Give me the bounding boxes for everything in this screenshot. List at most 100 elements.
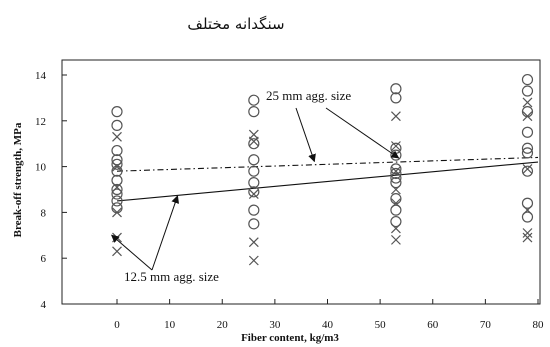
data-point-circle <box>248 94 260 106</box>
data-point-cross <box>390 141 401 151</box>
annotation-group: 25 mm agg. size 12.5 mm agg. size <box>110 88 400 284</box>
y-tick-label: 12 <box>35 116 46 128</box>
x-tick-label: 60 <box>427 319 439 331</box>
y-tick-label: 4 <box>41 299 47 311</box>
cross-stroke <box>522 232 533 243</box>
data-point-cross <box>112 131 122 142</box>
data-point-cross <box>522 228 533 238</box>
data-point-circle <box>248 177 260 189</box>
cross-stroke <box>390 111 401 122</box>
data-point-circle <box>248 186 260 198</box>
data-point-cross <box>112 161 122 172</box>
data-point-cross <box>522 163 533 174</box>
cross-stroke <box>390 141 401 151</box>
cross-stroke <box>390 234 401 245</box>
data-point-circle <box>521 142 534 154</box>
annotation-12-5mm-arrow <box>110 234 153 271</box>
cross-stroke <box>248 136 259 147</box>
data-point-circle <box>521 197 534 209</box>
cross-stroke <box>390 166 401 177</box>
cross-stroke <box>522 97 533 108</box>
data-point-cross <box>522 205 533 216</box>
data-point-cross <box>390 234 401 245</box>
data-point-circle <box>390 193 402 205</box>
x-tick-label: 0 <box>114 319 120 331</box>
data-point-circle <box>521 73 534 86</box>
trendline-group <box>116 156 539 202</box>
trendline-25mm <box>116 156 539 172</box>
x-tick-label: 80 <box>533 319 545 331</box>
data-point-circle <box>111 158 123 170</box>
y-tick-label: 6 <box>41 253 47 265</box>
data-point-cross <box>522 111 533 122</box>
x-tick-label: 10 <box>164 319 176 331</box>
cross-stroke <box>390 223 401 234</box>
cross-stroke <box>522 163 533 174</box>
data-point-circle <box>111 202 123 214</box>
data-point-cross <box>248 129 259 140</box>
data-point-cross <box>112 182 122 193</box>
data-point-circle <box>248 138 260 150</box>
x-axis-label: Fiber content, kg/m3 <box>241 332 339 344</box>
data-point-circle <box>390 215 402 228</box>
data-point-circle <box>111 195 123 207</box>
cross-stroke <box>248 237 259 248</box>
data-point-circle <box>111 106 123 118</box>
cross-stroke <box>522 228 533 238</box>
data-point-circle <box>390 167 402 180</box>
data-point-circle <box>111 183 123 196</box>
data-point-circle <box>111 188 123 200</box>
data-points-group <box>111 73 534 266</box>
y-tick-label: 8 <box>41 207 47 219</box>
plot-area-frame <box>61 59 541 305</box>
trendline-12-5mm <box>116 161 539 202</box>
data-point-cross <box>112 246 122 257</box>
x-tick-label: 70 <box>480 319 492 331</box>
annotation-25mm-label: 25 mm agg. size <box>266 88 351 103</box>
data-point-cross <box>522 232 533 243</box>
y-axis-label: Break-off strength, MPa <box>12 122 24 237</box>
data-point-circle <box>111 174 123 186</box>
data-point-circle <box>248 218 260 230</box>
data-point-circle <box>390 204 402 216</box>
cross-stroke <box>522 111 533 122</box>
data-point-circle <box>390 172 402 184</box>
x-tick-label: 50 <box>375 319 387 331</box>
data-point-circle <box>248 204 260 216</box>
annotation-25mm-arrow <box>295 107 316 163</box>
data-point-circle <box>521 85 534 97</box>
data-point-circle <box>521 106 534 118</box>
data-point-circle <box>390 83 402 95</box>
data-point-circle <box>390 177 402 189</box>
data-point-circle <box>111 119 123 131</box>
annotation-25mm-arrow <box>325 107 400 159</box>
data-point-circle <box>248 165 260 177</box>
annotation-12-5mm-arrow <box>151 195 180 271</box>
data-point-circle <box>521 165 534 177</box>
cross-stroke <box>112 182 122 193</box>
cross-stroke <box>522 205 533 216</box>
data-point-circle <box>521 211 534 223</box>
data-point-cross <box>248 255 259 266</box>
cross-stroke <box>390 184 401 195</box>
data-point-circle <box>390 92 402 104</box>
cross-stroke <box>112 207 122 218</box>
cross-stroke <box>112 161 122 172</box>
page-title: سنگدانه مختلف <box>187 15 284 33</box>
data-point-cross <box>112 207 122 218</box>
data-point-circle <box>521 126 534 138</box>
cross-stroke <box>248 255 259 266</box>
data-point-cross <box>390 111 401 122</box>
data-point-cross <box>522 97 533 108</box>
cross-stroke <box>112 131 122 142</box>
y-tick-group: 4 6 8 10 12 14 <box>35 70 67 311</box>
x-tick-group: 0 10 20 30 40 50 60 70 80 <box>114 299 544 331</box>
data-point-circle <box>390 149 402 161</box>
data-point-circle <box>111 154 123 166</box>
cross-stroke <box>390 198 401 209</box>
cross-stroke <box>248 129 259 140</box>
data-point-cross <box>390 184 401 195</box>
x-tick-label: 20 <box>217 319 229 331</box>
data-point-cross <box>248 189 259 200</box>
